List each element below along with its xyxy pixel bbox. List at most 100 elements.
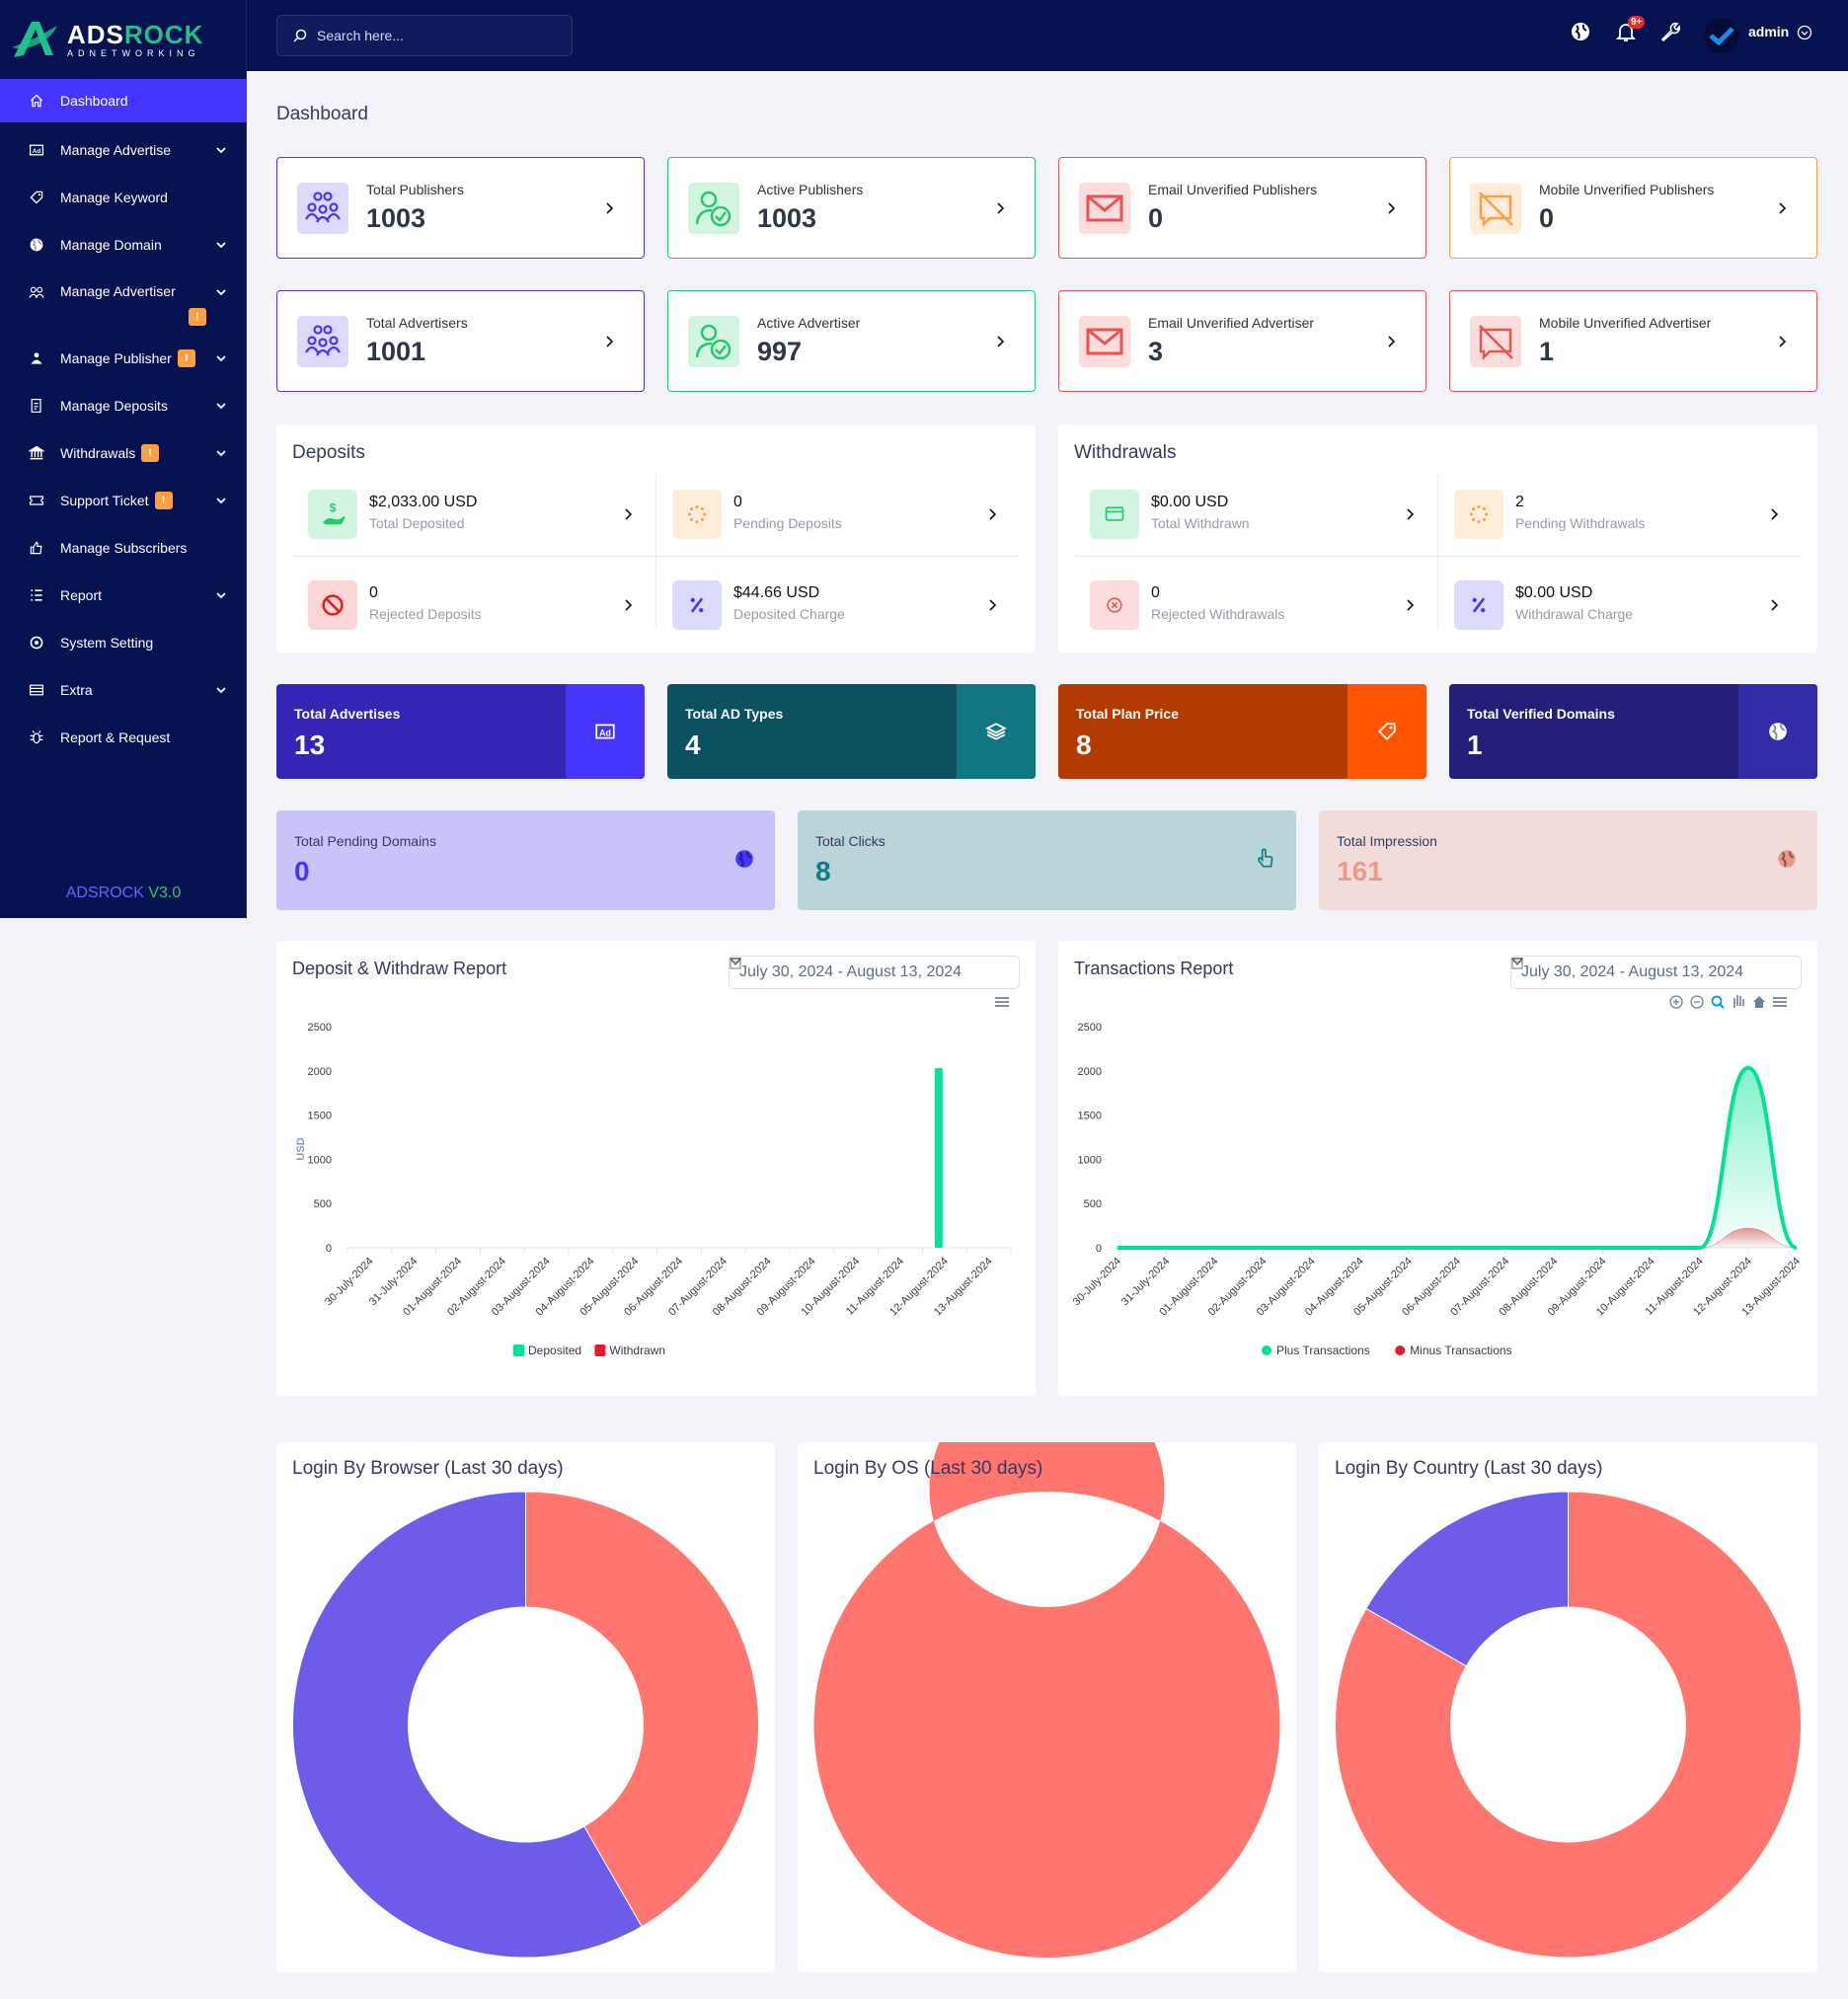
summary-card[interactable]: Total Advertises 13 Ad (276, 684, 645, 779)
chevron-right-icon[interactable] (1384, 335, 1398, 348)
chevron-right-icon[interactable] (1775, 201, 1789, 215)
chevron-right-icon[interactable] (621, 507, 635, 521)
language-globe-icon[interactable] (1569, 20, 1592, 43)
line-minus-transactions[interactable] (1117, 1227, 1798, 1249)
donut-slice[interactable] (1335, 1491, 1802, 1959)
stat-card[interactable]: Active Publishers 1003 (667, 157, 1036, 259)
top-header: 9+ admin (247, 0, 1848, 71)
y-tick-label: 2500 (308, 1022, 332, 1034)
legend-item[interactable]: Minus Transactions (1395, 1344, 1512, 1357)
deposit-icon (31, 399, 41, 413)
chevron-right-icon[interactable] (621, 598, 635, 612)
deposits-item[interactable]: 0 Rejected Deposits (292, 565, 656, 646)
sidebar-item-system-setting[interactable]: System Setting (0, 619, 247, 666)
sidebar-item-dashboard[interactable]: Dashboard (0, 79, 247, 122)
item-icon-box: $ (308, 490, 357, 539)
wrench-icon[interactable] (1658, 20, 1682, 43)
donut-slice[interactable] (525, 1491, 759, 1928)
metric-card[interactable]: Total Impression 161 (1319, 810, 1817, 910)
search-input[interactable] (317, 28, 544, 43)
brand-name: ADSROCK (67, 19, 204, 49)
legend-item[interactable]: Withdrawn (594, 1344, 665, 1357)
withdrawals-item[interactable]: 0 Rejected Withdrawals (1074, 565, 1438, 646)
home-icon (30, 94, 43, 108)
chevron-right-icon[interactable] (602, 335, 616, 348)
brand-logo[interactable]: ADSROCK ADNETWORKING (10, 18, 203, 59)
chevron-right-icon[interactable] (985, 507, 999, 521)
withdrawals-item[interactable]: $0.00 USD Total Withdrawn (1074, 474, 1438, 555)
y-tick-label: 1000 (1078, 1154, 1102, 1166)
chevron-right-icon[interactable] (1403, 507, 1417, 521)
alert-badge: ! (141, 444, 160, 462)
stat-card[interactable]: Active Advertiser 997 (667, 290, 1036, 392)
sidebar-item-support-ticket[interactable]: Support Ticket! (0, 477, 247, 524)
sidebar-item-report[interactable]: Report (0, 572, 247, 619)
legend-item[interactable]: Deposited (513, 1344, 581, 1357)
menu-icon[interactable] (1773, 997, 1787, 1007)
sidebar-item-report-request[interactable]: Report & Request (0, 714, 247, 761)
search-box[interactable] (276, 15, 573, 56)
stat-card[interactable]: Mobile Unverified Publishers 0 (1449, 157, 1817, 259)
chevron-right-icon[interactable] (985, 598, 999, 612)
sidebar-item-manage-advertiser[interactable]: Manage Advertiser! (0, 269, 247, 335)
donut-slice[interactable] (1365, 1491, 1569, 1667)
deposits-item[interactable]: $44.66 USD Deposited Charge (656, 565, 1021, 646)
summary-label: Total Advertises (294, 706, 401, 722)
zoom-in-icon[interactable] (1669, 995, 1683, 1009)
donut-slice[interactable] (813, 1372, 1280, 1958)
date-range-picker[interactable]: July 30, 2024 - August 13, 2024 (1510, 956, 1802, 989)
metric-card[interactable]: Total Clicks 8 (798, 810, 1296, 910)
sidebar-item-manage-domain[interactable]: Manage Domain (0, 221, 247, 269)
legend-item[interactable]: Plus Transactions (1262, 1344, 1370, 1357)
stat-card[interactable]: Email Unverified Publishers 0 (1058, 157, 1426, 259)
summary-card[interactable]: Total AD Types 4 (667, 684, 1036, 779)
chevron-right-icon[interactable] (1384, 201, 1398, 215)
pan-hand-icon[interactable] (1733, 995, 1744, 1008)
deposits-item[interactable]: $ $2,033.00 USD Total Deposited (292, 474, 656, 555)
chevron-down-icon (216, 592, 226, 599)
sidebar-item-manage-deposits[interactable]: Manage Deposits (0, 382, 247, 429)
summary-card[interactable]: Total Plan Price 8 (1058, 684, 1426, 779)
chevron-right-icon[interactable] (993, 201, 1007, 215)
zoom-out-icon[interactable] (1690, 995, 1704, 1009)
chevron-right-icon[interactable] (1775, 335, 1789, 348)
chevron-down-circle-icon[interactable] (1797, 25, 1812, 40)
user-avatar[interactable] (1704, 18, 1739, 53)
stat-label: Mobile Unverified Publishers (1539, 182, 1715, 197)
bar-deposited[interactable] (934, 1067, 943, 1248)
magnifier-icon[interactable] (1711, 995, 1725, 1009)
sidebar-item-manage-subscribers[interactable]: Manage Subscribers (0, 524, 247, 572)
chevron-right-icon[interactable] (993, 335, 1007, 348)
menu-icon[interactable] (995, 997, 1009, 1007)
withdrawals-item[interactable]: 2 Pending Withdrawals (1438, 474, 1803, 555)
chart-menu-icon[interactable] (995, 997, 1009, 1007)
summary-card[interactable]: Total Verified Domains 1 (1449, 684, 1817, 779)
sidebar-item-extra[interactable]: Extra (0, 666, 247, 714)
sidebar-item-withdrawals[interactable]: Withdrawals! (0, 429, 247, 477)
chart-toolbar[interactable] (1669, 995, 1787, 1009)
donut-chart (292, 1491, 759, 1959)
chevron-right-icon[interactable] (1767, 507, 1781, 521)
stat-card[interactable]: Mobile Unverified Advertiser 1 (1449, 290, 1817, 392)
sidebar-nav: Dashboard Ad Manage Advertise Manage Keywor… (0, 79, 247, 761)
sidebar-item-manage-publisher[interactable]: Manage Publisher! (0, 335, 247, 382)
withdrawals-item[interactable]: $0.00 USD Withdrawal Charge (1438, 565, 1803, 646)
user-name[interactable]: admin (1748, 24, 1790, 39)
notification-button[interactable]: 9+ (1614, 16, 1646, 43)
stat-card[interactable]: Email Unverified Advertiser 3 (1058, 290, 1426, 392)
date-range-picker[interactable]: July 30, 2024 - August 13, 2024 (729, 956, 1020, 989)
stat-card[interactable]: Total Advertisers 1001 (276, 290, 645, 392)
metric-card[interactable]: Total Pending Domains 0 (276, 810, 775, 910)
line-plus-transactions[interactable] (1117, 1065, 1798, 1250)
chevron-right-icon[interactable] (1403, 598, 1417, 612)
deposits-item[interactable]: 0 Pending Deposits (656, 474, 1021, 555)
sidebar-item-manage-keyword[interactable]: Manage Keyword (0, 174, 247, 221)
donut-slice[interactable] (292, 1491, 643, 1959)
stat-card[interactable]: Total Publishers 1003 (276, 157, 645, 259)
reset-home-icon[interactable] (1753, 996, 1765, 1008)
summary-label: Total Plan Price (1076, 706, 1179, 722)
chevron-right-icon[interactable] (1767, 598, 1781, 612)
globe-icon (30, 238, 43, 252)
chevron-right-icon[interactable] (602, 201, 616, 215)
sidebar-item-manage-advertise[interactable]: Ad Manage Advertise (0, 126, 247, 174)
